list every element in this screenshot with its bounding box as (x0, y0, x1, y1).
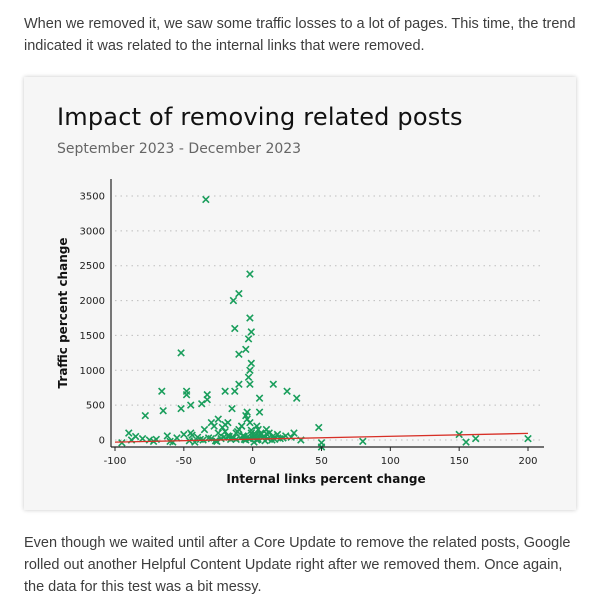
data-point (235, 380, 243, 389)
data-point (269, 380, 278, 389)
data-point (145, 436, 154, 444)
data-point (292, 394, 301, 402)
data-point (262, 429, 271, 438)
data-point (273, 430, 282, 439)
data-point (246, 380, 254, 389)
data-point (200, 425, 209, 434)
chart-card: Impact of removing related posts Septemb… (24, 77, 576, 510)
data-point (250, 438, 258, 446)
data-point (197, 400, 206, 408)
data-point (247, 328, 256, 336)
data-point (203, 395, 212, 404)
y-tick-label: 1500 (80, 331, 105, 342)
data-point (246, 366, 254, 375)
data-point (246, 314, 254, 322)
data-point (283, 387, 291, 395)
paragraph-intro: When we removed it, we saw some traffic … (24, 16, 576, 54)
data-point (247, 426, 256, 435)
x-axis-label: Internal links percent change (226, 472, 425, 486)
data-point (471, 434, 480, 443)
data-point (255, 408, 264, 416)
data-point (244, 373, 253, 382)
data-point (218, 423, 227, 432)
x-tick-label: 200 (518, 456, 537, 467)
x-tick-label: 0 (249, 456, 255, 467)
data-point (180, 430, 188, 439)
data-point (231, 324, 239, 333)
data-point (186, 401, 195, 409)
chart-subtitle: September 2023 - December 2023 (57, 141, 302, 157)
data-point (244, 335, 253, 343)
scatter-plot: 0 500 1000 1500 2000 2500 3000 3500 -100 -50 0 50 10… (56, 179, 544, 486)
data-point (188, 431, 196, 439)
data-point (287, 433, 295, 442)
data-point (235, 350, 243, 359)
data-point (237, 422, 246, 430)
x-tick-label: -50 (176, 456, 192, 467)
x-tick-label: 100 (381, 456, 400, 467)
grid-lines (115, 195, 544, 441)
data-point (231, 387, 239, 395)
data-point (158, 387, 166, 395)
data-point (202, 195, 210, 204)
data-point (229, 296, 238, 305)
data-points (118, 195, 532, 451)
data-point (233, 427, 242, 436)
data-point (228, 404, 236, 413)
data-point (169, 438, 177, 446)
data-point (182, 387, 191, 395)
data-point (290, 429, 298, 437)
data-point (159, 406, 167, 415)
data-point (242, 345, 250, 354)
data-point (214, 415, 223, 423)
data-point (314, 423, 323, 432)
x-tick-label: 50 (315, 456, 328, 467)
data-point (177, 349, 185, 357)
trend-line (114, 432, 529, 443)
y-tick-label: 2000 (80, 296, 105, 307)
data-point (118, 439, 126, 447)
data-point (462, 438, 470, 446)
data-point (125, 429, 133, 437)
data-point (221, 387, 229, 395)
y-tick-label: 0 (99, 436, 105, 447)
trend-line-group (114, 432, 529, 443)
y-tick-label: 500 (86, 401, 105, 412)
data-point (246, 270, 254, 278)
data-point (359, 437, 367, 446)
data-point (210, 422, 218, 430)
data-point (177, 404, 185, 413)
data-point (255, 394, 264, 402)
data-point (141, 411, 150, 420)
data-point (214, 429, 223, 437)
y-tick-label: 1000 (80, 366, 105, 377)
data-point (138, 434, 147, 443)
y-tick-label: 3000 (80, 226, 105, 237)
data-point (163, 432, 172, 440)
data-point (247, 359, 256, 368)
data-point (235, 289, 243, 298)
paragraph-followup: Even though we waited until after a Core… (24, 535, 571, 595)
tick-labels: 0 500 1000 1500 2000 2500 3000 3500 -100 -50 0 50 10… (80, 191, 538, 467)
y-tick-label: 3500 (80, 191, 105, 202)
data-point (268, 436, 276, 444)
x-tick-label: -100 (104, 456, 127, 467)
data-point (524, 434, 532, 443)
x-tick-label: 150 (450, 456, 469, 467)
y-axis-label: Traffic percent change (56, 238, 70, 389)
y-tick-label: 2500 (80, 261, 105, 272)
axes (110, 179, 544, 451)
chart-title: Impact of removing related posts (57, 103, 463, 131)
data-point (246, 418, 254, 427)
